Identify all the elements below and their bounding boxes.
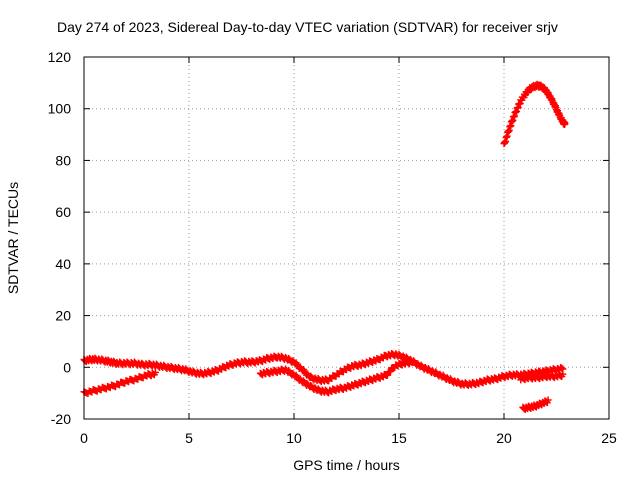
y-tick-label: 100 bbox=[48, 101, 72, 117]
data-point bbox=[387, 367, 395, 375]
data-point bbox=[559, 370, 567, 378]
data-point bbox=[408, 358, 416, 366]
x-tick-label: 20 bbox=[496, 430, 512, 446]
chart-title: Day 274 of 2023, Sidereal Day-to-day VTE… bbox=[57, 19, 558, 35]
x-tick-label: 25 bbox=[601, 430, 617, 446]
y-tick-label: 120 bbox=[48, 49, 72, 65]
axis-ticks: 0 5 10 15 20 25 -20 0 20 40 60 80 100 120 bbox=[48, 49, 617, 446]
x-tick-label: 5 bbox=[185, 430, 193, 446]
y-tick-label: 20 bbox=[55, 308, 71, 324]
data-point bbox=[151, 368, 159, 376]
y-tick-label: 40 bbox=[55, 256, 71, 272]
plot-frame bbox=[83, 56, 610, 420]
grid-lines bbox=[84, 57, 609, 419]
data-point bbox=[544, 396, 552, 404]
series-lower-band bbox=[80, 357, 567, 398]
y-axis-label: SDTVAR / TECUs bbox=[5, 182, 21, 294]
x-tick-label: 10 bbox=[286, 430, 302, 446]
x-axis-label: GPS time / hours bbox=[293, 457, 400, 473]
data-series bbox=[80, 80, 569, 414]
x-tick-label: 0 bbox=[80, 430, 88, 446]
y-tick-label: 80 bbox=[55, 152, 71, 168]
y-tick-label: 0 bbox=[63, 359, 71, 375]
series-evening-arc bbox=[500, 80, 569, 148]
y-tick-label: -20 bbox=[51, 411, 71, 427]
data-point bbox=[383, 371, 391, 379]
x-tick-label: 15 bbox=[391, 430, 407, 446]
data-point bbox=[561, 120, 569, 128]
series-evening-low bbox=[519, 396, 552, 414]
y-tick-label: 60 bbox=[55, 204, 71, 220]
series-upper-band bbox=[80, 349, 567, 389]
